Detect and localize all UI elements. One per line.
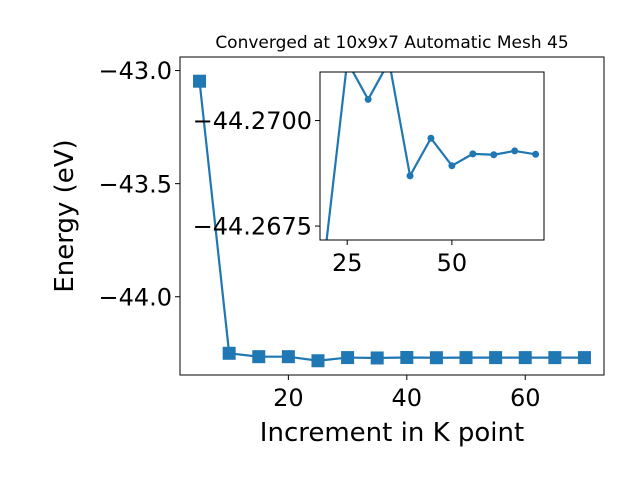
inset-data-point xyxy=(427,134,435,142)
inset-plot-area xyxy=(320,72,544,240)
inset-x-ticks: 25 50 xyxy=(332,240,467,277)
main-data-point xyxy=(429,351,443,365)
inset-data-point xyxy=(364,95,372,103)
main-data-point xyxy=(459,351,473,365)
main-data-point xyxy=(518,351,532,365)
inset-data-point xyxy=(406,172,414,180)
main-x-axis-label: Increment in K point xyxy=(260,418,524,448)
main-data-point xyxy=(311,354,325,368)
inset-plot: 25 50 −44.2700 −44.2675 xyxy=(193,71,545,277)
main-data-point xyxy=(193,74,207,88)
inset-data-point xyxy=(532,150,540,158)
main-x-tick-label: 60 xyxy=(510,384,541,412)
main-y-ticks: −43.0 −43.5 −44.0 xyxy=(98,57,180,311)
main-data-point xyxy=(548,351,562,365)
main-data-point xyxy=(370,351,384,365)
inset-y-ticks: −44.2700 −44.2675 xyxy=(193,107,320,241)
main-series-group xyxy=(193,74,591,368)
main-data-point xyxy=(281,350,295,364)
main-y-tick-label: −43.5 xyxy=(98,170,172,198)
inset-data-point xyxy=(490,151,498,159)
inset-data-point xyxy=(469,150,477,158)
main-data-point xyxy=(577,351,591,365)
main-x-ticks: 20 40 60 xyxy=(273,375,541,412)
main-data-point xyxy=(489,351,503,365)
main-y-tick-label: −44.0 xyxy=(98,283,172,311)
inset-data-point xyxy=(511,147,519,155)
main-plot-title: Converged at 10x9x7 Automatic Mesh 45 xyxy=(215,33,568,53)
main-x-tick-label: 40 xyxy=(392,384,423,412)
main-data-point xyxy=(400,350,414,364)
inset-y-tick-label: −44.2675 xyxy=(193,213,312,241)
inset-x-tick-label: 25 xyxy=(332,249,363,277)
inset-x-tick-label: 50 xyxy=(437,249,468,277)
main-data-point xyxy=(341,351,355,365)
main-plot-frame xyxy=(179,56,605,376)
main-data-point xyxy=(252,350,266,364)
main-data-point xyxy=(222,346,236,360)
inset-plot-frame xyxy=(319,71,545,241)
inset-series-group xyxy=(324,72,540,240)
inset-data-point xyxy=(448,162,456,170)
main-x-tick-label: 20 xyxy=(273,384,304,412)
main-y-tick-label: −43.0 xyxy=(98,57,172,85)
main-y-axis-label: Energy (eV) xyxy=(50,139,80,292)
inset-y-tick-label: −44.2700 xyxy=(193,107,312,135)
